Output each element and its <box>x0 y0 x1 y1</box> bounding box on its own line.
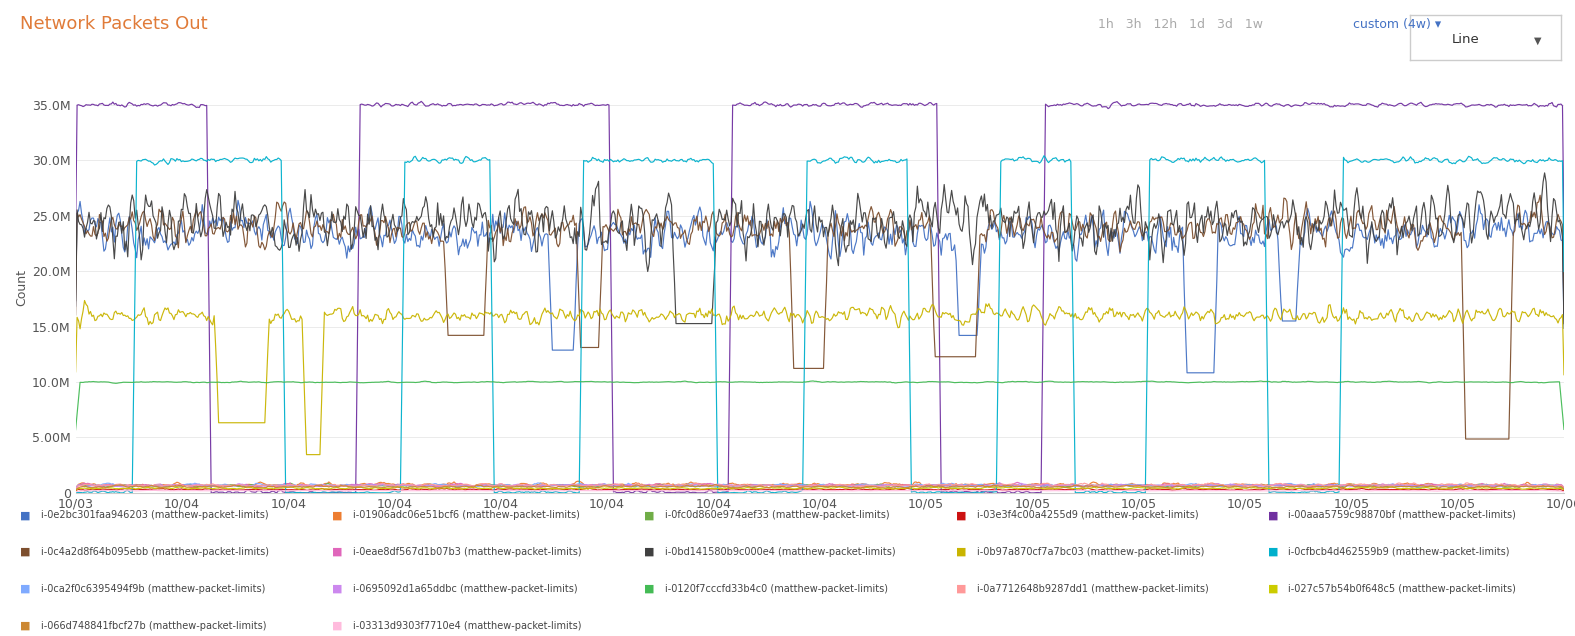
Text: ▼: ▼ <box>1534 36 1540 46</box>
Text: ■: ■ <box>956 584 967 594</box>
Text: ■: ■ <box>20 510 32 520</box>
Text: i-0e2bc301faa946203 (matthew-packet-limits): i-0e2bc301faa946203 (matthew-packet-limi… <box>41 510 269 520</box>
Text: i-0695092d1a65ddbc (matthew-packet-limits): i-0695092d1a65ddbc (matthew-packet-limit… <box>353 584 578 594</box>
Text: i-027c57b54b0f648c5 (matthew-packet-limits): i-027c57b54b0f648c5 (matthew-packet-limi… <box>1288 584 1517 594</box>
Text: Line: Line <box>1452 33 1479 46</box>
Text: i-0ca2f0c6395494f9b (matthew-packet-limits): i-0ca2f0c6395494f9b (matthew-packet-limi… <box>41 584 265 594</box>
Text: ■: ■ <box>956 510 967 520</box>
Text: i-03313d9303f7710e4 (matthew-packet-limits): i-03313d9303f7710e4 (matthew-packet-limi… <box>353 621 581 631</box>
Text: i-01906adc06e51bcf6 (matthew-packet-limits): i-01906adc06e51bcf6 (matthew-packet-limi… <box>353 510 580 520</box>
Text: i-066d748841fbcf27b (matthew-packet-limits): i-066d748841fbcf27b (matthew-packet-limi… <box>41 621 266 631</box>
Text: i-0fc0d860e974aef33 (matthew-packet-limits): i-0fc0d860e974aef33 (matthew-packet-limi… <box>665 510 890 520</box>
Text: i-0120f7cccfd33b4c0 (matthew-packet-limits): i-0120f7cccfd33b4c0 (matthew-packet-limi… <box>665 584 888 594</box>
Text: i-0cfbcb4d462559b9 (matthew-packet-limits): i-0cfbcb4d462559b9 (matthew-packet-limit… <box>1288 547 1510 557</box>
Text: ■: ■ <box>1268 510 1279 520</box>
Text: Network Packets Out: Network Packets Out <box>20 15 208 32</box>
Text: ■: ■ <box>332 547 343 557</box>
Text: i-0bd141580b9c000e4 (matthew-packet-limits): i-0bd141580b9c000e4 (matthew-packet-limi… <box>665 547 895 557</box>
Text: ■: ■ <box>332 510 343 520</box>
Text: ■: ■ <box>332 621 343 631</box>
Text: ■: ■ <box>644 584 655 594</box>
Text: ■: ■ <box>956 547 967 557</box>
Text: 1h   3h   12h   1d   3d   1w: 1h 3h 12h 1d 3d 1w <box>1098 18 1263 31</box>
Text: ■: ■ <box>644 547 655 557</box>
Text: ■: ■ <box>1268 547 1279 557</box>
Text: ■: ■ <box>1268 584 1279 594</box>
Text: ■: ■ <box>332 584 343 594</box>
Text: i-0c4a2d8f64b095ebb (matthew-packet-limits): i-0c4a2d8f64b095ebb (matthew-packet-limi… <box>41 547 269 557</box>
Text: ■: ■ <box>20 584 32 594</box>
Y-axis label: Count: Count <box>14 269 28 307</box>
Text: i-03e3f4c00a4255d9 (matthew-packet-limits): i-03e3f4c00a4255d9 (matthew-packet-limit… <box>976 510 1199 520</box>
Text: i-0b97a870cf7a7bc03 (matthew-packet-limits): i-0b97a870cf7a7bc03 (matthew-packet-limi… <box>976 547 1203 557</box>
Text: i-0eae8df567d1b07b3 (matthew-packet-limits): i-0eae8df567d1b07b3 (matthew-packet-limi… <box>353 547 581 557</box>
Text: ■: ■ <box>644 510 655 520</box>
Text: i-0a7712648b9287dd1 (matthew-packet-limits): i-0a7712648b9287dd1 (matthew-packet-limi… <box>976 584 1208 594</box>
Text: ■: ■ <box>20 621 32 631</box>
Text: custom (4w) ▾: custom (4w) ▾ <box>1353 18 1441 31</box>
Text: ■: ■ <box>20 547 32 557</box>
Text: i-00aaa5759c98870bf (matthew-packet-limits): i-00aaa5759c98870bf (matthew-packet-limi… <box>1288 510 1517 520</box>
